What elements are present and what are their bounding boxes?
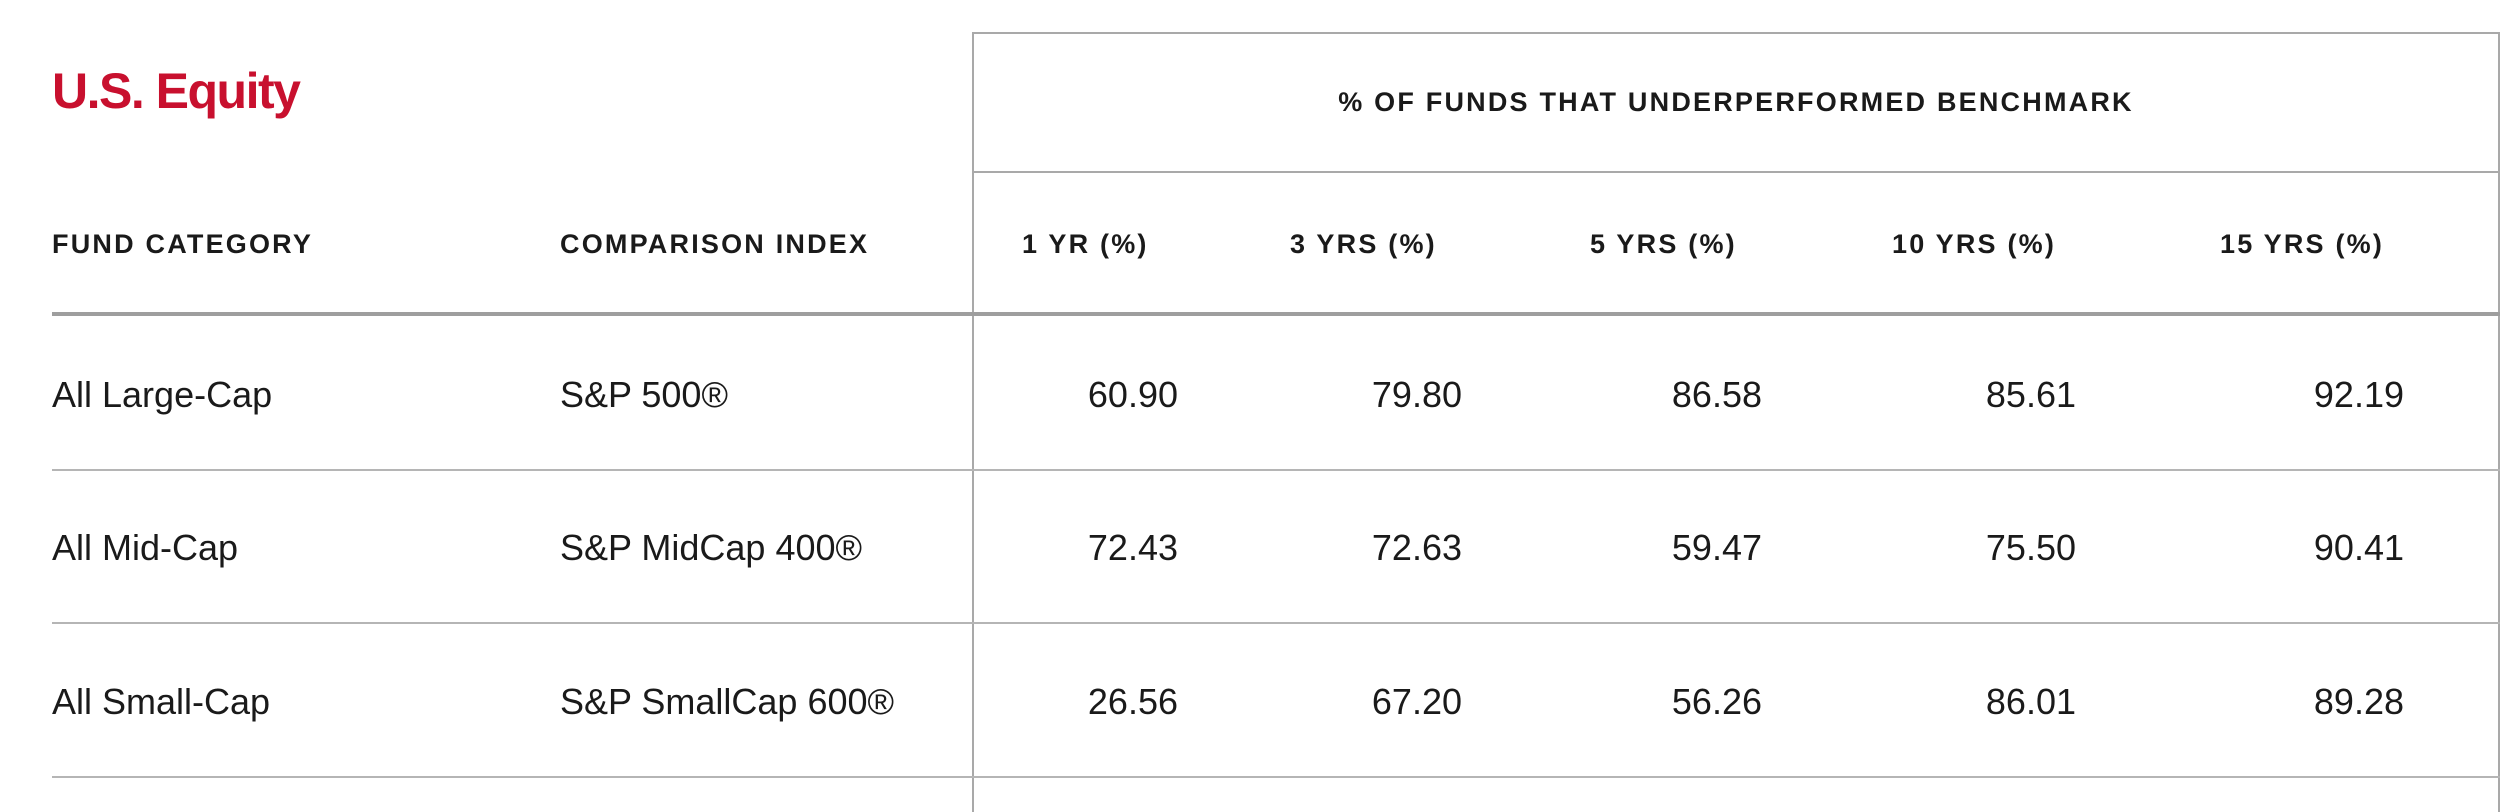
row-3-yr10: 86.01 [1985,681,2076,722]
underperformance-caption: % OF FUNDS THAT UNDERPERFORMED BENCHMARK [1338,86,2134,117]
header-fund-category: FUND CATEGORY [52,229,314,259]
header-10-yrs: 10 YRS (%) [1892,229,2057,259]
row-2-index: S&P MidCap 400® [560,527,863,568]
caption-divider [972,171,2500,173]
row-2-yr1: 72.43 [1087,527,1178,568]
row-2-yr15: 90.41 [2313,527,2404,568]
underperformance-frame [972,32,2500,812]
row-2-rule [52,622,2500,624]
row-3-yr15: 89.28 [2313,681,2404,722]
row-1-yr10: 85.61 [1985,374,2076,415]
header-3-yrs: 3 YRS (%) [1290,229,1437,259]
row-2-yr3: 72.63 [1371,527,1462,568]
header-5-yrs: 5 YRS (%) [1590,229,1737,259]
row-1-yr5: 86.58 [1671,374,1762,415]
row-2-yr10: 75.50 [1985,527,2076,568]
row-2-category: All Mid-Cap [52,527,239,568]
row-3-yr5: 56.26 [1671,681,1762,722]
header-1-yr: 1 YR (%) [1022,229,1149,259]
row-3-category: All Small-Cap [52,681,271,722]
row-1-yr3: 79.80 [1371,374,1462,415]
row-2-yr5: 59.47 [1671,527,1762,568]
header-comparison-index: COMPARISON INDEX [560,229,870,259]
header-15-yrs: 15 YRS (%) [2220,229,2385,259]
row-3-index: S&P SmallCap 600® [560,681,895,722]
row-3-rule [52,776,2500,778]
section-title: U.S. Equity [52,63,301,119]
row-1-index: S&P 500® [560,374,728,415]
row-3-yr3: 67.20 [1371,681,1462,722]
row-1-rule [52,469,2500,471]
row-1-yr15: 92.19 [2313,374,2404,415]
row-1-yr1: 60.90 [1087,374,1178,415]
row-1-category: All Large-Cap [52,374,273,415]
header-rule [52,312,2500,316]
row-3-yr1: 26.56 [1087,681,1178,722]
